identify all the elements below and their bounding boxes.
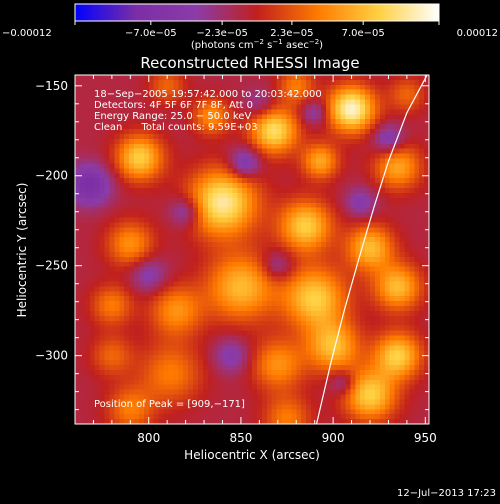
colorbar-tick-label: −0.00012: [2, 28, 52, 39]
y-tick-label: −150: [35, 79, 68, 93]
chart-title: Reconstructed RHESSI Image: [140, 54, 359, 72]
observation-info: 18−Sep−2005 19:57:42.000 to 20:03:42.000…: [94, 89, 322, 133]
info-line-detectors: Detectors: 4F 5F 6F 7F 8F, Att 0: [94, 100, 253, 111]
colorbar-tick-label: −7.0e−05: [125, 28, 177, 39]
axis-ticks: [74, 75, 429, 424]
info-line-energy: Energy Range: 25.0 − 50.0 keV: [94, 111, 251, 122]
y-tick-label: −250: [35, 259, 68, 273]
info-line-clean: Clean Total counts: 9.59E+03: [94, 122, 258, 133]
plot-timestamp: 12−Jul−2013 17:23: [397, 488, 496, 499]
x-tick-label: 850: [229, 431, 252, 445]
colorbar: [74, 3, 440, 22]
colorbar-tick-label: 7.0e−05: [342, 28, 385, 39]
colorbar-units-label: (photons cm−2 s−1 asec−2): [191, 38, 323, 51]
x-tick-label: 800: [137, 431, 160, 445]
y-tick-label: −200: [35, 169, 68, 183]
x-tick-labels: 800 850 900 950: [137, 431, 436, 445]
colorbar-ticks: −0.00012 −7.0e−05 −2.3e−05 2.3e−05 7.0e−05 0.…: [2, 21, 498, 39]
solar-limb-curve: [315, 75, 428, 424]
peak-position-label: Position of Peak = [909,−171]: [94, 399, 245, 410]
x-axis-label: Heliocentric X (arcsec): [184, 448, 320, 462]
y-tick-label: −300: [35, 349, 68, 363]
y-axis-label: Heliocentric Y (arcsec): [15, 183, 29, 318]
x-tick-label: 900: [322, 431, 345, 445]
heatmap-image: [75, 75, 429, 424]
x-tick-label: 950: [414, 431, 437, 445]
colorbar-tick-label: 0.00012: [457, 28, 498, 39]
colorbar-tick-label: 2.3e−05: [270, 28, 313, 39]
colorbar-tick-label: −2.3e−05: [196, 28, 248, 39]
info-line-date: 18−Sep−2005 19:57:42.000 to 20:03:42.000: [94, 89, 322, 100]
y-tick-labels: −150 −200 −250 −300: [35, 79, 68, 363]
plot-frame: [74, 74, 430, 425]
